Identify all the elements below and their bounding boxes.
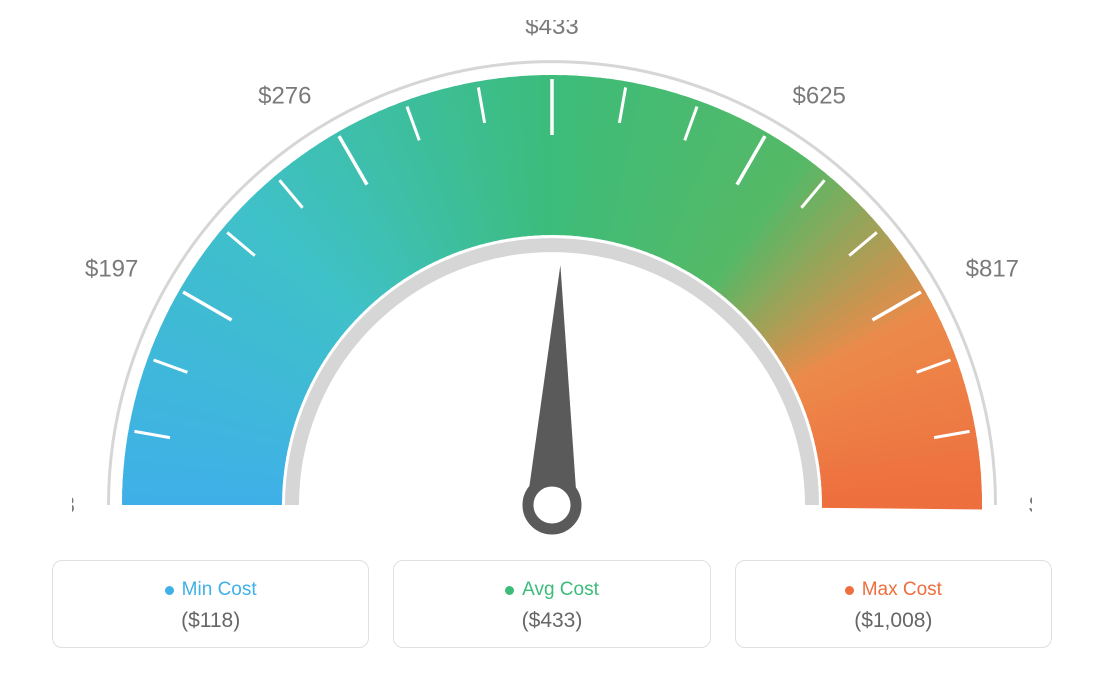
legend-label-avg: Avg Cost bbox=[522, 579, 599, 601]
legend-row: Min Cost ($118) Avg Cost ($433) Max Cost… bbox=[52, 560, 1052, 648]
gauge-svg: $118 $197 $276 $433 $625 $817 $1,008 bbox=[72, 20, 1032, 550]
gauge-scale-label: $276 bbox=[258, 82, 311, 109]
legend-label-row: Min Cost bbox=[63, 579, 358, 601]
legend-value-min: ($118) bbox=[63, 609, 358, 633]
gauge-scale-label: $197 bbox=[85, 256, 138, 283]
legend-card-max: Max Cost ($1,008) bbox=[735, 560, 1052, 648]
legend-label-max: Max Cost bbox=[862, 579, 942, 601]
gauge-chart: $118 $197 $276 $433 $625 $817 $1,008 bbox=[72, 20, 1032, 550]
gauge-scale-label: $625 bbox=[793, 82, 846, 109]
gauge-scale-label: $118 bbox=[72, 492, 75, 519]
legend-dot-avg bbox=[505, 586, 514, 595]
gauge-scale-label: $817 bbox=[966, 256, 1019, 283]
gauge-scale-label: $1,008 bbox=[1029, 492, 1032, 519]
legend-label-min: Min Cost bbox=[182, 579, 257, 601]
legend-value-avg: ($433) bbox=[404, 609, 699, 633]
legend-value-max: ($1,008) bbox=[746, 609, 1041, 633]
legend-dot-min bbox=[165, 586, 174, 595]
legend-label-row: Avg Cost bbox=[404, 579, 699, 601]
legend-card-avg: Avg Cost ($433) bbox=[393, 560, 710, 648]
gauge-scale-label: $433 bbox=[525, 20, 578, 40]
legend-dot-max bbox=[845, 586, 854, 595]
legend-card-min: Min Cost ($118) bbox=[52, 560, 369, 648]
legend-label-row: Max Cost bbox=[746, 579, 1041, 601]
